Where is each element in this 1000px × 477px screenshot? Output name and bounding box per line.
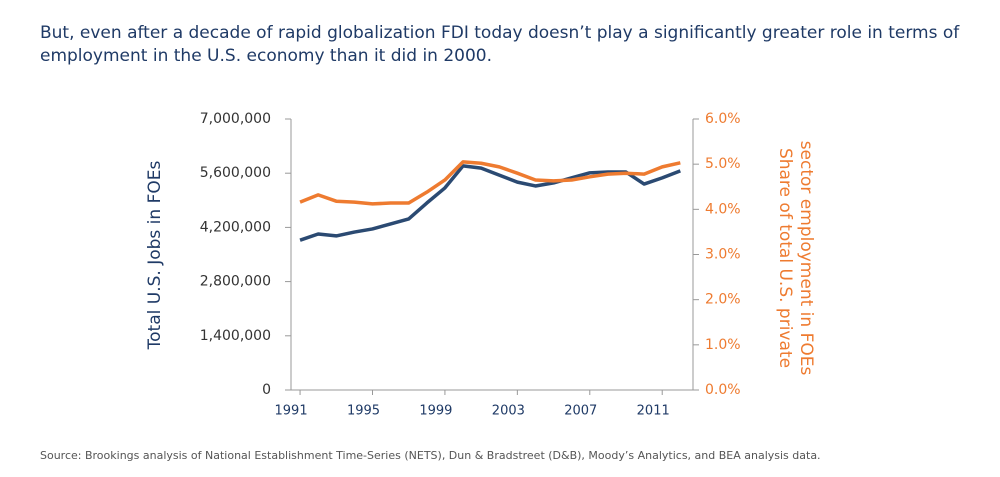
y-axis-title: Total U.S. Jobs in FOEs xyxy=(145,161,165,351)
x-tick-label: 1999 xyxy=(419,404,452,419)
chart-title: But, even after a decade of rapid global… xyxy=(40,23,960,43)
y-tick-label: 4,200,000 xyxy=(200,219,271,235)
y-tick-label: 5,600,000 xyxy=(200,165,271,181)
y2-tick-label: 6.0% xyxy=(705,111,741,127)
y2-axis-title: Share of total U.S. private xyxy=(775,148,795,368)
y-tick-label: 1,400,000 xyxy=(200,328,271,344)
y2-tick-label: 5.0% xyxy=(705,156,741,172)
source-note: Source: Brookings analysis of National E… xyxy=(40,449,821,462)
x-tick-label: 1995 xyxy=(347,404,380,419)
y2-tick-label: 2.0% xyxy=(705,292,741,308)
x-tick-label: 1991 xyxy=(275,404,308,419)
y2-tick-label: 4.0% xyxy=(705,201,741,217)
series-line xyxy=(299,160,681,206)
y-tick-label: 7,000,000 xyxy=(200,111,271,127)
y2-tick-label: 0.0% xyxy=(705,382,741,398)
x-tick-label: 2003 xyxy=(492,404,525,419)
y2-tick-label: 1.0% xyxy=(705,337,741,353)
y2-tick-label: 3.0% xyxy=(705,247,741,263)
y2-axis-title: sector employment in FOEs xyxy=(796,141,816,376)
y-tick-label: 2,800,000 xyxy=(200,274,271,290)
y-tick-label: 0 xyxy=(262,382,271,398)
chart-subtitle: employment in the U.S. economy than it d… xyxy=(40,46,492,66)
x-tick-label: 2007 xyxy=(564,404,597,419)
x-tick-label: 2011 xyxy=(637,404,670,419)
